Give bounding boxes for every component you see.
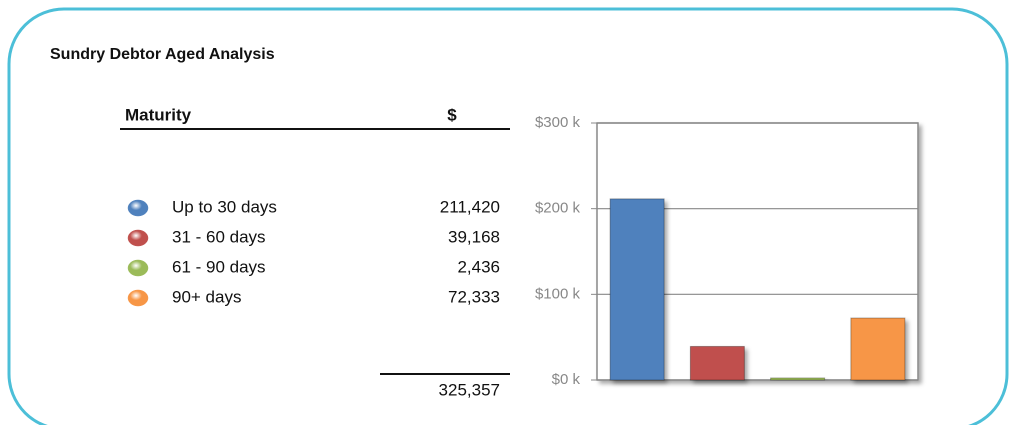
header-maturity: Maturity bbox=[125, 105, 192, 124]
bar bbox=[609, 198, 665, 381]
header-amount: $ bbox=[447, 105, 457, 124]
y-tick-label: $100 k bbox=[535, 285, 581, 302]
y-tick-label: $300 k bbox=[535, 114, 581, 131]
legend-bullet bbox=[127, 229, 149, 247]
total: 325,357 bbox=[439, 380, 500, 399]
row-amount: 2,436 bbox=[457, 257, 500, 276]
row-amount: 211,420 bbox=[440, 197, 500, 216]
bar bbox=[850, 317, 906, 381]
row-amount: 39,168 bbox=[448, 227, 500, 246]
bar bbox=[689, 345, 745, 381]
legend-bullet bbox=[127, 289, 149, 307]
legend-bullet bbox=[127, 199, 149, 217]
title: Sundry Debtor Aged Analysis bbox=[50, 46, 275, 63]
y-tick-label: $0 k bbox=[552, 371, 581, 388]
row-amount: 72,333 bbox=[448, 287, 500, 306]
legend-bullet bbox=[127, 259, 149, 277]
row-label: Up to 30 days bbox=[172, 197, 277, 216]
bar bbox=[770, 377, 826, 381]
row-label: 61 - 90 days bbox=[172, 257, 266, 276]
row-label: 90+ days bbox=[172, 287, 241, 306]
y-tick-label: $200 k bbox=[535, 200, 581, 217]
row-label: 31 - 60 days bbox=[172, 227, 266, 246]
